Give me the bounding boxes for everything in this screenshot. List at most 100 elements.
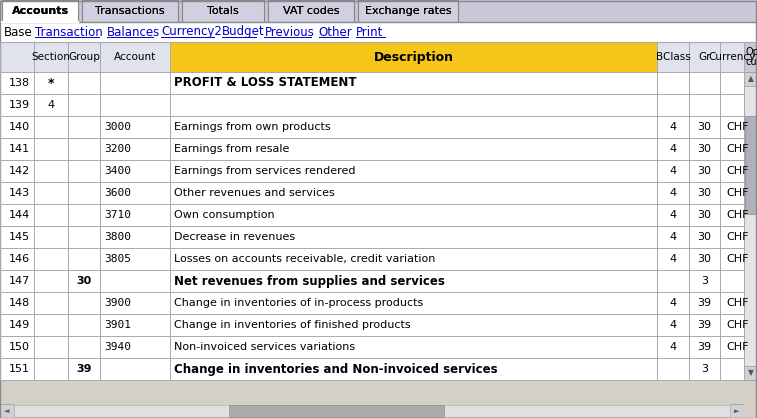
Text: CHF: CHF	[726, 232, 749, 242]
Bar	[82, 0, 178, 22]
Text: Transactions: Transactions	[95, 6, 165, 16]
Text: Change in inventories and Non-invoiced services: Change in inventories and Non-invoiced s…	[174, 362, 497, 375]
Text: 3901: 3901	[104, 320, 131, 330]
Text: 148: 148	[9, 298, 30, 308]
Text: VAT codes: VAT codes	[283, 6, 339, 16]
Text: 30: 30	[697, 210, 712, 220]
Bar	[744, 72, 757, 86]
Text: Balances: Balances	[107, 25, 160, 38]
Bar	[657, 42, 744, 72]
Text: Transaction: Transaction	[35, 25, 103, 38]
Text: 3: 3	[701, 276, 708, 286]
Text: CHF: CHF	[726, 320, 749, 330]
Text: Non-invoiced services variations: Non-invoiced services variations	[174, 342, 355, 352]
Bar	[0, 22, 757, 42]
Text: CHF: CHF	[726, 342, 749, 352]
Bar	[229, 405, 444, 417]
Text: 4: 4	[669, 232, 677, 242]
Text: 3200: 3200	[104, 144, 131, 154]
Text: 151: 151	[9, 364, 30, 374]
Text: Budget: Budget	[222, 25, 264, 38]
Text: 4: 4	[669, 342, 677, 352]
Text: 147: 147	[9, 276, 30, 286]
Text: Losses on accounts receivable, credit variation: Losses on accounts receivable, credit va…	[174, 254, 435, 264]
Text: 39: 39	[697, 342, 712, 352]
Text: 30: 30	[697, 144, 712, 154]
Text: Accounts: Accounts	[11, 6, 69, 16]
Bar	[268, 0, 354, 22]
Text: Accounts: Accounts	[11, 6, 69, 16]
Text: 4: 4	[669, 122, 677, 132]
Bar	[268, 0, 354, 22]
Bar	[82, 0, 178, 22]
Text: CHF: CHF	[726, 122, 749, 132]
Bar	[0, 42, 170, 72]
Bar	[182, 0, 264, 22]
Bar	[0, 404, 757, 418]
Text: 3805: 3805	[104, 254, 131, 264]
Text: Gr: Gr	[698, 52, 711, 62]
Bar	[2, 0, 78, 22]
Text: Other: Other	[319, 25, 353, 38]
Text: 39: 39	[697, 320, 712, 330]
Text: 30: 30	[76, 276, 92, 286]
Bar	[744, 366, 757, 380]
Text: 39: 39	[76, 364, 92, 374]
Text: Exchange rates: Exchange rates	[365, 6, 451, 16]
Text: Transactions: Transactions	[95, 6, 165, 16]
Bar	[0, 404, 14, 418]
Text: Previous: Previous	[264, 25, 314, 38]
Text: CHF: CHF	[726, 210, 749, 220]
Text: ▲: ▲	[748, 74, 753, 84]
Text: 4: 4	[48, 100, 55, 110]
Text: Other revenues and services: Other revenues and services	[174, 188, 335, 198]
Text: CHF: CHF	[726, 298, 749, 308]
Text: 139: 139	[9, 100, 30, 110]
Text: 3800: 3800	[104, 232, 131, 242]
Text: 4: 4	[669, 254, 677, 264]
Text: 3710: 3710	[104, 210, 131, 220]
Bar	[744, 404, 757, 418]
Text: Opening: Opening	[746, 46, 757, 56]
Bar	[744, 72, 757, 380]
Bar	[358, 0, 458, 22]
Text: 39: 39	[697, 298, 712, 308]
Text: CHF: CHF	[726, 144, 749, 154]
Text: 3600: 3600	[104, 188, 131, 198]
Text: 150: 150	[9, 342, 30, 352]
Text: Totals: Totals	[207, 6, 239, 16]
Text: 4: 4	[669, 144, 677, 154]
Text: 138: 138	[9, 78, 30, 88]
Text: Account: Account	[114, 52, 156, 62]
Text: Own consumption: Own consumption	[174, 210, 275, 220]
Text: ◄: ◄	[5, 408, 10, 414]
Bar	[0, 42, 744, 380]
Text: VAT codes: VAT codes	[283, 6, 339, 16]
Text: 30: 30	[697, 232, 712, 242]
Text: CHF: CHF	[726, 254, 749, 264]
Text: 140: 140	[9, 122, 30, 132]
Text: Earnings from services rendered: Earnings from services rendered	[174, 166, 356, 176]
Text: 4: 4	[669, 210, 677, 220]
Bar	[745, 115, 756, 214]
Text: 3: 3	[701, 364, 708, 374]
Text: Print: Print	[356, 25, 383, 38]
Text: Description: Description	[373, 51, 453, 64]
Text: Change in inventories of in-process products: Change in inventories of in-process prod…	[174, 298, 423, 308]
Text: Currency2: Currency2	[161, 25, 223, 38]
Text: BClass: BClass	[656, 52, 690, 62]
Text: 146: 146	[9, 254, 30, 264]
Text: Net revenues from supplies and services: Net revenues from supplies and services	[174, 275, 445, 288]
Text: Decrease in revenues: Decrease in revenues	[174, 232, 295, 242]
Text: ►: ►	[734, 408, 740, 414]
Text: 141: 141	[9, 144, 30, 154]
Text: 30: 30	[697, 188, 712, 198]
Text: Currency: Currency	[709, 52, 755, 62]
Text: 143: 143	[9, 188, 30, 198]
Text: currency: currency	[746, 57, 757, 67]
Text: CHF: CHF	[726, 188, 749, 198]
Text: 30: 30	[697, 122, 712, 132]
Text: Change in inventories of finished products: Change in inventories of finished produc…	[174, 320, 410, 330]
Text: Exchange rates: Exchange rates	[365, 6, 451, 16]
Text: 4: 4	[669, 320, 677, 330]
